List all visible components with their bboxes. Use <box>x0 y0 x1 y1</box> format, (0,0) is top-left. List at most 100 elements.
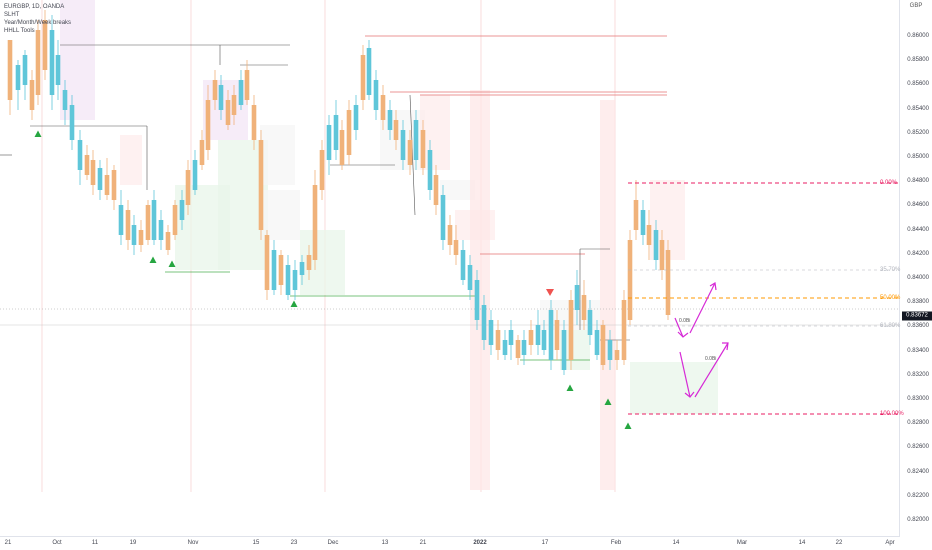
candle-body <box>488 320 494 345</box>
candle-body <box>125 210 131 240</box>
candle-body <box>84 155 90 175</box>
candle-body <box>299 262 305 275</box>
candle-body <box>244 70 250 100</box>
candle-body <box>440 195 446 240</box>
fib-level-label: 0.00% <box>880 180 898 186</box>
fib-level-label: 61.80% <box>880 323 901 329</box>
indicator-slht[interactable]: SLHT <box>4 12 20 18</box>
hh-ll-up-marker <box>34 130 42 137</box>
price-tick-label: 0.84200 <box>907 250 929 257</box>
candle-body <box>90 160 96 185</box>
candle-body <box>574 285 580 310</box>
price-tick-label: 0.84600 <box>907 202 929 209</box>
candle-body <box>333 115 339 150</box>
price-chart-canvas[interactable]: 0.0Bi 0.0Bi <box>0 0 900 537</box>
time-tick-label: Nov <box>187 540 199 546</box>
price-tick-label: 0.85600 <box>907 81 929 88</box>
fib-level-label: 50.00% <box>880 295 901 301</box>
candle-body <box>433 175 439 205</box>
candle-body <box>453 240 459 255</box>
hh-ll-up-marker <box>290 300 298 307</box>
symbol-title[interactable]: EURGBP, 1D, OANDA <box>4 4 65 10</box>
indicator-hhll[interactable]: HHLL Tools <box>4 28 35 34</box>
price-tick-label: 0.83400 <box>907 347 929 354</box>
time-tick-label: 13 <box>381 540 389 546</box>
candle-body <box>7 40 13 100</box>
time-tick-label: 23 <box>290 540 298 546</box>
candle-body <box>69 105 75 140</box>
price-tick-label: 0.85200 <box>907 129 929 136</box>
candle-body <box>548 310 554 360</box>
candle-body <box>495 330 501 350</box>
candle-body <box>151 200 157 240</box>
fib-level-label: 35.70% <box>880 267 901 273</box>
price-tick-label: 0.82200 <box>907 492 929 499</box>
candle-body <box>42 20 48 70</box>
candle-body <box>467 265 473 290</box>
time-tick-label: 2022 <box>473 540 487 546</box>
indicator-breaks[interactable]: Year/Month/Week breaks <box>4 20 72 26</box>
candle-body <box>271 250 277 290</box>
arrow-head <box>677 331 689 338</box>
candle-body <box>502 340 508 355</box>
hh-ll-up-marker <box>149 256 157 263</box>
candle-body <box>77 140 83 170</box>
candle-body <box>353 105 359 130</box>
candle-body <box>528 330 534 345</box>
candle-body <box>659 240 665 270</box>
hh-ll-up-marker <box>624 422 632 429</box>
candle-body <box>231 95 237 115</box>
projection-arrow <box>694 342 729 398</box>
time-tick-label: Dec <box>327 540 339 546</box>
candle-body <box>366 48 372 95</box>
candle-body <box>640 210 646 235</box>
arrow-head <box>722 342 729 351</box>
arrow-head <box>709 282 717 291</box>
last-price-badge: 0.83672 <box>902 311 932 321</box>
zone-box <box>630 362 718 414</box>
zone-box <box>470 90 490 490</box>
price-tick-label: 0.82600 <box>907 444 929 451</box>
time-tick-label: 21 <box>419 540 427 546</box>
price-axis[interactable]: GBP 0.86000 0.85800 0.85600 0.85400 0.85200 0… <box>899 0 932 537</box>
candle-body <box>312 185 318 260</box>
candle-body <box>360 55 366 100</box>
price-tick-label: 0.85800 <box>907 57 929 64</box>
candle-body <box>225 100 231 125</box>
candle-body <box>118 205 124 235</box>
zone-box <box>440 180 475 200</box>
time-tick-label: 17 <box>541 540 549 546</box>
candle-body <box>653 230 659 260</box>
candle-body <box>387 110 393 130</box>
candle-body <box>185 170 191 205</box>
candle-body <box>474 280 480 320</box>
hh-ll-up-marker <box>566 384 574 391</box>
price-tick-label: 0.84000 <box>907 275 929 281</box>
candle-body <box>158 220 164 240</box>
price-tick-label: 0.82400 <box>907 468 929 475</box>
price-tick-label: 0.86000 <box>907 33 929 39</box>
zone-box <box>260 190 300 240</box>
candle-body <box>646 225 652 245</box>
candle-body <box>407 140 413 165</box>
price-tick-label: 0.82000 <box>907 517 929 523</box>
candle-body <box>393 120 399 140</box>
candle-body <box>413 120 419 160</box>
fib-level-label: 100.00% <box>880 411 904 417</box>
candle-body <box>400 130 406 160</box>
candle-body <box>568 300 574 360</box>
candle-body <box>278 255 284 285</box>
candle-body <box>145 205 151 240</box>
time-axis[interactable]: 21 Oct 11 19 Nov 15 23 Dec 13 21 2022 17 Feb 14 Mar 14 2… <box>0 536 900 550</box>
candle-body <box>49 30 55 95</box>
candle-body <box>285 265 291 295</box>
candle-body <box>460 250 466 280</box>
candle-body <box>427 150 433 190</box>
candle-body <box>192 160 198 190</box>
time-tick-label: 14 <box>672 540 680 546</box>
candle-body <box>55 55 61 85</box>
candle-body <box>326 125 332 160</box>
candle-body <box>258 140 264 230</box>
candle-body <box>179 200 185 220</box>
candle-body <box>251 105 257 140</box>
